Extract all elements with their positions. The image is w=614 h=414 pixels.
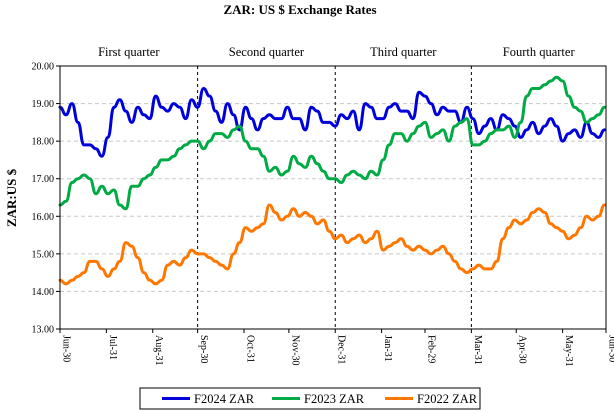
- x-tick-label: Jul-31: [107, 335, 118, 360]
- grid-lines: [60, 103, 606, 292]
- x-tick-label: Feb-29: [425, 335, 436, 363]
- x-tick-label: Apr-30: [517, 335, 528, 364]
- y-tick-label: 17.00: [32, 174, 55, 185]
- series-lines: [58, 75, 606, 286]
- chart-title: ZAR: US $ Exchange Rates: [223, 2, 376, 17]
- legend-label: F2022 ZAR: [417, 392, 478, 406]
- quarter-label: Third quarter: [370, 45, 437, 59]
- x-tick-label: Aug-31: [153, 335, 164, 366]
- y-axis-ticks: 13.00 14.00 15.00 16.00 17.00 18.00 19.00 20.00: [32, 62, 60, 336]
- quarter-label: Fourth quarter: [503, 45, 576, 59]
- legend-label: F2023 ZAR: [304, 392, 365, 406]
- y-tick-label: 13.00: [32, 325, 55, 336]
- y-tick-label: 19.00: [32, 99, 55, 110]
- y-tick-label: 18.00: [32, 137, 55, 148]
- quarter-label: First quarter: [98, 45, 160, 59]
- x-tick-label: Dec-31: [336, 335, 347, 364]
- x-tick-label: Sep-30: [198, 335, 209, 363]
- quarter-dividers: [197, 66, 472, 329]
- plot-area-border: [59, 65, 607, 330]
- legend: F2024 ZAR F2023 ZAR F2022 ZAR: [139, 387, 481, 410]
- y-tick-label: 20.00: [32, 62, 55, 73]
- y-tick-label: 16.00: [32, 212, 55, 223]
- legend-box: [139, 387, 481, 410]
- x-tick-label: Jan-31: [382, 335, 393, 362]
- x-tick-label: May-31: [563, 335, 574, 367]
- quarter-labels: First quarter Second quarter Third quarter…: [98, 45, 575, 59]
- quarter-label: Second quarter: [229, 45, 305, 59]
- y-axis-label: ZAR:US $: [4, 168, 19, 227]
- x-tick-label: Oct-31: [244, 335, 255, 363]
- series-line-f2022-zar: [58, 203, 606, 286]
- y-tick-label: 14.00: [32, 287, 55, 298]
- series-line-f2024-zar: [58, 87, 606, 158]
- series-line-f2023-zar: [58, 75, 606, 211]
- x-tick-label: Nov-30: [289, 335, 300, 366]
- x-tick-label: Jun-30: [607, 335, 614, 362]
- x-axis-ticks: Jun-30 Jul-31 Aug-31 Sep-30 Oct-31 Nov-30 Dec-…: [59, 329, 614, 367]
- legend-label: F2024 ZAR: [194, 392, 255, 406]
- x-tick-label: Mar-31: [472, 335, 483, 365]
- y-tick-label: 15.00: [32, 249, 55, 260]
- x-tick-label: Jun-30: [61, 335, 72, 362]
